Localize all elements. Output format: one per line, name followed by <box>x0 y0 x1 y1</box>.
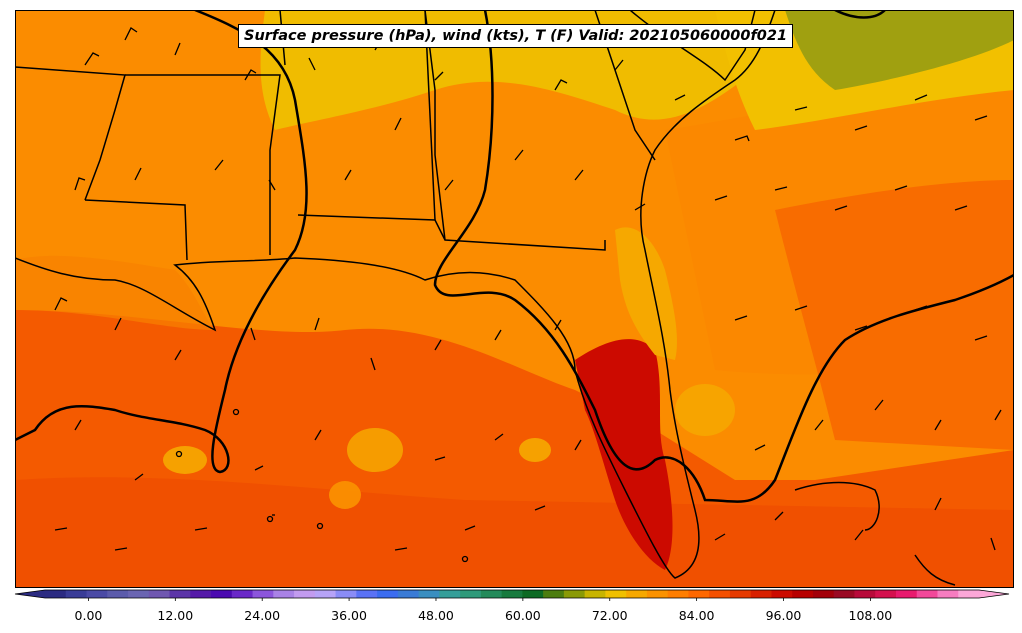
colorbar-segment <box>833 590 855 598</box>
colorbar-segment <box>605 590 627 598</box>
colorbar-segment <box>563 590 586 598</box>
colorbar-segment <box>273 590 295 598</box>
colorbar-segment <box>958 590 980 598</box>
temp-field-south <box>15 477 1014 588</box>
colorbar-segment <box>584 590 606 598</box>
colorbar-segment <box>356 590 378 598</box>
colorbar-segment <box>916 590 938 598</box>
colorbar <box>14 589 1010 601</box>
colorbar-segment <box>501 590 523 598</box>
colorbar-segment <box>709 590 731 598</box>
temp-blob <box>675 384 735 436</box>
temp-field-florida-core <box>575 339 673 570</box>
colorbar-segment <box>439 590 461 598</box>
colorbar-segment <box>688 590 710 598</box>
colorbar-tick-label: 96.00 <box>765 608 802 623</box>
colorbar-segment <box>397 590 420 598</box>
temp-blob <box>163 446 207 474</box>
colorbar-segment <box>771 590 793 598</box>
colorbar-segment <box>211 590 233 598</box>
colorbar-segment <box>86 590 108 598</box>
temp-blob <box>519 438 551 462</box>
colorbar-tick-label: 24.00 <box>244 608 281 623</box>
colorbar-tick-label: 72.00 <box>591 608 628 623</box>
colorbar-segment <box>750 590 772 598</box>
colorbar-segment <box>937 590 959 598</box>
colorbar-extend-min <box>15 590 45 598</box>
colorbar-segment <box>812 590 835 598</box>
colorbar-segment <box>418 590 440 598</box>
colorbar-segment <box>895 590 918 598</box>
temp-field-florida-edge <box>615 227 677 360</box>
colorbar-extend-max <box>979 590 1009 598</box>
colorbar-segment <box>543 590 565 598</box>
map-panel: Surface pressure (hPa), wind (kts), T (F… <box>15 10 1014 588</box>
colorbar-segment <box>252 590 274 598</box>
weather-map <box>15 10 1014 588</box>
colorbar-outline <box>14 589 1010 599</box>
colorbar-segment <box>314 590 337 598</box>
colorbar-segment <box>377 590 399 598</box>
temp-blob <box>347 428 403 472</box>
colorbar-tick-label: 108.00 <box>848 608 893 623</box>
colorbar-segment <box>65 590 88 598</box>
colorbar-tick-label: 0.00 <box>74 608 103 623</box>
isobars <box>15 10 1014 503</box>
colorbar-tick-label: 48.00 <box>418 608 454 623</box>
colorbar-segment <box>294 590 316 598</box>
colorbar-segment <box>335 590 357 598</box>
temp-blob <box>329 481 361 509</box>
colorbar-tick-label: 12.00 <box>157 608 194 623</box>
colorbar-tick-label: 60.00 <box>504 608 541 623</box>
colorbar-segment <box>792 590 814 598</box>
title-box: Surface pressure (hPa), wind (kts), T (F… <box>238 24 794 48</box>
colorbar-segment <box>875 590 897 598</box>
temp-field-atlantic-east <box>775 180 1014 450</box>
temp-field-ne-olive <box>785 10 1014 90</box>
colorbar-segment <box>45 590 67 598</box>
colorbar-segment <box>854 590 876 598</box>
colorbar-segment <box>190 590 212 598</box>
colorbar-segment <box>522 590 544 598</box>
colorbar-segment <box>729 590 752 598</box>
colorbar-segment <box>128 590 150 598</box>
colorbar-tick-label: 84.00 <box>678 608 715 623</box>
colorbar-segment <box>107 590 129 598</box>
colorbar-segment <box>646 590 669 598</box>
colorbar-tick-label: 36.00 <box>331 608 367 623</box>
colorbar-segment <box>460 590 482 598</box>
colorbar-segment <box>480 590 503 598</box>
colorbar-segment <box>667 590 689 598</box>
calm-circles <box>175 408 469 563</box>
colorbar-segment <box>231 590 254 598</box>
colorbar-segment <box>626 590 648 598</box>
colorbar-segment <box>169 590 191 598</box>
colorbar-segment <box>148 590 171 598</box>
map-frame <box>15 10 1014 588</box>
map-title: Surface pressure (hPa), wind (kts), T (F… <box>244 28 788 44</box>
